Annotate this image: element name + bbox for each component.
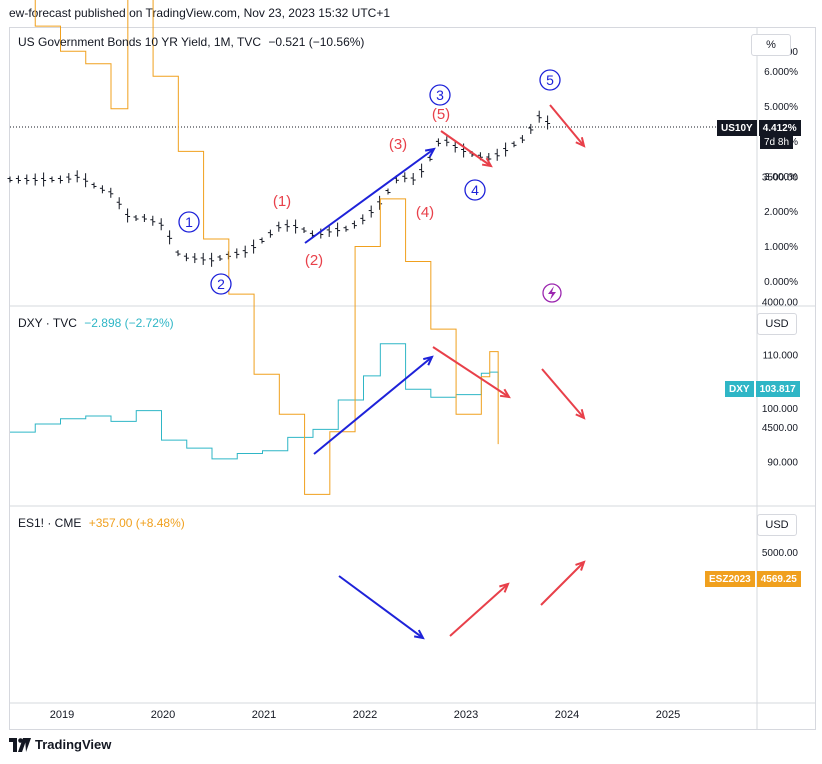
annotation-layer: 1 2 3 4 5 (1) (2) (3) (4) (5) bbox=[178, 69, 586, 640]
wave-label-blue: 1 bbox=[185, 214, 193, 230]
wave-label-red: (5) bbox=[432, 106, 450, 123]
y-tick-label: 110.000 bbox=[763, 351, 799, 362]
y-tick-label: 0.000% bbox=[764, 277, 798, 288]
x-tick-label: 2020 bbox=[151, 709, 175, 721]
es1-red-arrow-2-head bbox=[575, 560, 586, 571]
wave-label-circle bbox=[429, 84, 451, 106]
dxy-red-arrow-1-head bbox=[499, 388, 511, 399]
us10y-title: US Government Bonds 10 YR Yield, 1M, TVC… bbox=[18, 35, 364, 49]
wave-label-red: (1) bbox=[273, 193, 291, 210]
wave-label-circle bbox=[464, 179, 486, 201]
us10y-unit-button[interactable]: % bbox=[751, 34, 791, 56]
wave-label-red: (2) bbox=[305, 252, 323, 269]
us10y-blue-arrow-head bbox=[424, 147, 436, 158]
dxy-price-tag: DXY 103.817 bbox=[725, 381, 800, 397]
wave-label-circle bbox=[210, 273, 232, 295]
es1-blue-arrow bbox=[338, 575, 424, 639]
dxy-tag-symbol: DXY bbox=[725, 381, 754, 397]
lightning-icon-bolt bbox=[548, 286, 556, 300]
y-tick-label: 2.000% bbox=[764, 207, 798, 218]
us10y-red-arrow-1-head bbox=[481, 157, 493, 168]
x-tick-label: 2023 bbox=[454, 709, 478, 721]
wave-label-red: (3) bbox=[389, 136, 407, 153]
x-tick-label: 2019 bbox=[50, 709, 74, 721]
y-tick-label: 3.000% bbox=[764, 172, 798, 183]
y-tick-label: 1.000% bbox=[764, 242, 798, 253]
es1-series-line bbox=[34, 0, 499, 495]
es1-red-arrow-1-head bbox=[499, 582, 510, 593]
es1-price-tag: ESZ2023 4569.25 bbox=[705, 571, 801, 587]
publish-header: ew-forecast published on TradingView.com… bbox=[9, 6, 390, 20]
wave-label-blue: 2 bbox=[217, 276, 225, 292]
grid-layer bbox=[9, 28, 816, 729]
es1-red-arrow-1 bbox=[449, 583, 509, 637]
wave-label-circle bbox=[539, 69, 561, 91]
footer: TradingView bbox=[9, 737, 111, 752]
y-tick-label: 90.000 bbox=[767, 458, 798, 469]
dxy-blue-arrow bbox=[313, 356, 433, 455]
es1-blue-arrow-head bbox=[413, 629, 425, 640]
axis-layer: 6.000%5.000%4.000%3.000%2.000%1.000%0.00… bbox=[50, 47, 799, 721]
es1-tag-symbol: ESZ2023 bbox=[705, 571, 755, 587]
wave-label-blue: 3 bbox=[436, 87, 444, 103]
us10y-countdown: 7d 8h bbox=[760, 136, 794, 149]
dxy-red-arrow-1 bbox=[432, 346, 510, 398]
x-tick-label: 2022 bbox=[353, 709, 377, 721]
es1-title: ES1! · CME +357.00 (+8.48%) bbox=[18, 516, 185, 530]
es1-red-arrow-2 bbox=[540, 561, 585, 606]
us10y-price-tag: US10Y 4.412% bbox=[717, 120, 801, 136]
dxy-red-arrow-2-head bbox=[575, 409, 586, 420]
dxy-red-arrow-2 bbox=[541, 368, 585, 419]
us10y-red-arrow-2 bbox=[549, 104, 585, 147]
us10y-red-arrow-1 bbox=[440, 130, 492, 167]
x-tick-label: 2025 bbox=[656, 709, 680, 721]
x-tick-label: 2024 bbox=[555, 709, 579, 721]
es1-tag-price: 4569.25 bbox=[756, 571, 801, 587]
us10y-tag-symbol: US10Y bbox=[717, 120, 757, 136]
wave-label-blue: 5 bbox=[546, 72, 554, 88]
y-tick-label: 4000.00 bbox=[762, 298, 799, 309]
us10y-symbol: US Government Bonds 10 YR Yield, 1M, TVC bbox=[18, 35, 262, 49]
dxy-title: DXY · TVC −2.898 (−2.72%) bbox=[18, 316, 174, 330]
us10y-blue-arrow bbox=[304, 148, 435, 244]
wave-label-blue: 4 bbox=[471, 182, 479, 198]
series-layer bbox=[7, 0, 757, 495]
dxy-blue-arrow-head bbox=[423, 355, 434, 366]
us10y-tag-price: 4.412% bbox=[758, 120, 801, 136]
dxy-tag-price: 103.817 bbox=[755, 381, 800, 397]
y-tick-label: 5000.00 bbox=[762, 548, 799, 559]
y-tick-label: 4500.00 bbox=[762, 423, 799, 434]
wave-label-red: (4) bbox=[416, 204, 434, 221]
y-tick-label: 5.000% bbox=[764, 102, 798, 113]
y-tick-label: 6.000% bbox=[764, 67, 798, 78]
footer-brand: TradingView bbox=[35, 737, 112, 752]
y-tick-label: 100.000 bbox=[762, 404, 799, 415]
dxy-symbol: DXY · TVC bbox=[18, 316, 77, 330]
es1-change: +357.00 (+8.48%) bbox=[88, 516, 185, 530]
wave-label-circle bbox=[178, 211, 200, 233]
dxy-unit-button[interactable]: USD bbox=[757, 313, 797, 335]
chart-frame bbox=[9, 27, 816, 730]
us10y-change: −0.521 (−10.56%) bbox=[268, 35, 365, 49]
dxy-change: −2.898 (−2.72%) bbox=[84, 316, 174, 330]
tradingview-logo-icon bbox=[9, 737, 31, 752]
us10y-red-arrow-2-head bbox=[575, 137, 586, 148]
y-tick-label: 3500.00 bbox=[762, 172, 799, 183]
es1-unit-button[interactable]: USD bbox=[757, 514, 797, 536]
x-tick-label: 2021 bbox=[252, 709, 276, 721]
es1-symbol: ES1! · CME bbox=[18, 516, 82, 530]
